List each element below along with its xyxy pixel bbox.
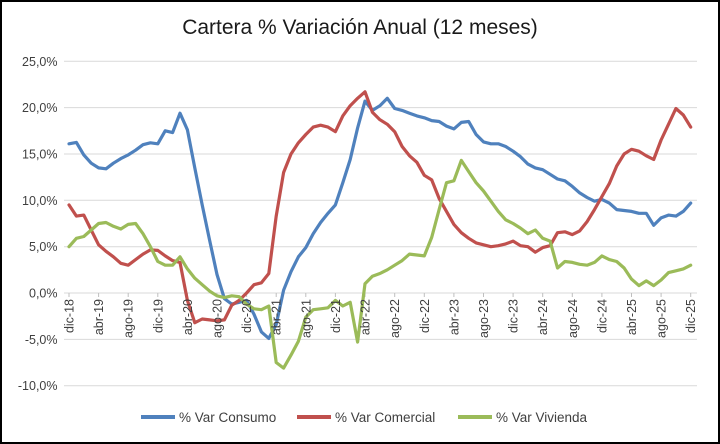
y-axis-labels: 25,0% 20,0% 15,0% 10,0% 5,0% 0,0% -5,0% -10,0% [18,55,58,393]
x-axis-label: dic-20 [240,299,254,333]
y-axis-label: 0,0% [29,287,58,301]
x-axis-label: ago-25 [655,299,669,338]
x-axis-label: dic-24 [595,299,609,333]
x-axis-labels: dic-18 abr-19 ago-19 dic-19 abr-20 ago-20 dic-… [63,299,699,338]
y-axis-label: 20,0% [22,101,57,115]
x-axis-label: ago-20 [211,299,225,338]
legend-label-consumo: % Var Consumo [179,410,276,425]
chart-title: Cartera % Variación Anual (12 meses) [182,16,538,39]
x-axis-label: abr-22 [359,299,373,335]
y-axis-label: 5,0% [29,240,58,254]
x-axis-label: ago-19 [122,299,136,338]
x-axis-label: abr-19 [92,299,106,335]
x-axis-label: abr-25 [625,299,639,335]
x-axis-label: dic-21 [329,299,343,333]
axis-ticks-group [68,293,692,297]
x-axis-label: ago-22 [388,299,402,338]
x-axis-label: abr-21 [270,299,284,335]
gridlines-group [64,60,697,387]
x-axis-label: dic-22 [418,299,432,333]
x-axis-label: abr-24 [536,299,550,335]
x-axis-label: dic-23 [507,299,521,333]
y-axis-label: 10,0% [22,194,57,208]
series-line-consumo [67,96,693,340]
series-line-comercial [67,90,693,325]
x-axis-label: abr-23 [447,299,461,335]
legend-label-comercial: % Var Comercial [335,410,435,425]
x-axis-label: dic-19 [151,299,165,333]
x-axis-label: ago-23 [477,299,491,338]
y-axis-label: -5,0% [25,333,58,347]
x-axis-label: ago-24 [566,299,580,338]
y-axis-label: 25,0% [22,55,57,69]
x-axis-label: abr-20 [181,299,195,335]
series-line-vivienda [67,158,693,370]
x-axis-label: dic-25 [684,299,698,333]
y-axis-label: 15,0% [22,148,57,162]
chart-legend: % Var Consumo % Var Comercial % Var Vivi… [141,410,588,425]
series-lines-group [67,90,693,370]
x-axis-label: dic-18 [63,299,77,333]
legend-label-vivienda: % Var Vivienda [496,410,588,425]
x-axis-label: ago-21 [299,299,313,338]
y-axis-label: -10,0% [18,379,58,393]
